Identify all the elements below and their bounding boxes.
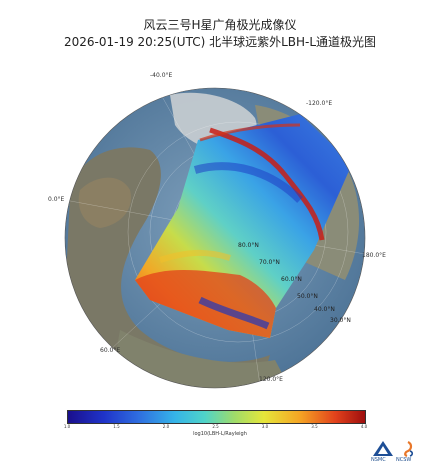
colorbar-tick: 4.0 bbox=[360, 424, 368, 429]
globe bbox=[65, 88, 365, 388]
colorbar-tick: 1.0 bbox=[63, 424, 71, 429]
nsmc-logo-icon bbox=[373, 441, 393, 456]
lon-label-0: 0.0°E bbox=[48, 196, 65, 203]
colorbar-tick: 2.5 bbox=[212, 424, 219, 429]
colorbar-tick: 1.5 bbox=[113, 424, 120, 429]
lon-label-n120: -120.0°E bbox=[306, 100, 332, 107]
colorbar-tick: 2.0 bbox=[162, 424, 170, 429]
colorbar-label: log10(LBH-L/Rayleigh bbox=[193, 431, 247, 437]
lon-label-180: 180.0°E bbox=[362, 252, 386, 259]
lat-label-80: 80.0°N bbox=[238, 242, 259, 249]
aurora-swath bbox=[135, 114, 352, 338]
colorbar-tick: 3.5 bbox=[311, 424, 318, 429]
globe-outline bbox=[64, 87, 366, 389]
lon-label-60: 60.0°E bbox=[100, 347, 120, 354]
colorbar-tick: 3.0 bbox=[261, 424, 269, 429]
lat-label-70: 70.0°N bbox=[259, 259, 280, 266]
ncsw-logo-icon bbox=[404, 441, 414, 458]
nsmc-logo-text: NSMC bbox=[371, 457, 386, 463]
title-line-1: 风云三号H星广角极光成像仪 bbox=[143, 18, 297, 32]
land-europe bbox=[78, 177, 131, 228]
colorbar-ticks: 1.0 1.5 2.0 2.5 3.0 3.5 4.0 bbox=[63, 424, 368, 432]
colorbar bbox=[67, 410, 366, 424]
lat-label-60: 60.0°N bbox=[281, 276, 302, 283]
lon-label-n40: -40.0°E bbox=[150, 72, 173, 79]
ncsw-logo-text: NCSW bbox=[396, 457, 412, 463]
land-asia-south bbox=[110, 330, 290, 388]
lat-label-40: 40.0°N bbox=[314, 306, 335, 313]
title-line-2: 2026-01-19 20:25(UTC) 北半球远紫外LBH-L通道极光图 bbox=[63, 35, 377, 49]
lat-label-30: 30.0°N bbox=[330, 317, 351, 324]
lat-label-50: 50.0°N bbox=[297, 293, 318, 300]
lon-label-120: 120.0°E bbox=[259, 376, 283, 383]
